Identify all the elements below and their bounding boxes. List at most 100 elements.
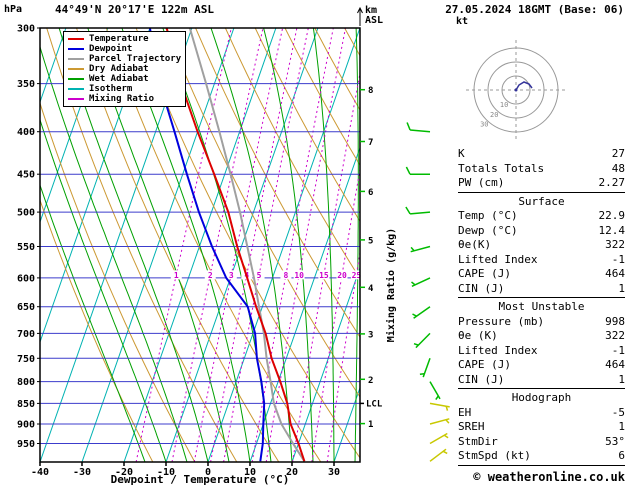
svg-text:800: 800 [17,377,35,388]
stat-label: Temp (°C) [458,209,518,222]
stat-label: Pressure (mb) [458,314,545,328]
wet-adiabat-lines [40,28,359,462]
legend: Temperature Dewpoint Parcel Trajectory D… [63,31,187,107]
legend-item-label: Parcel Trajectory [89,54,182,64]
svg-text:-30: -30 [73,467,91,478]
stats-indices-section: K 27 Totals Totals 48 PW (cm) 2.27 [458,147,625,193]
legend-item-label: Mixing Ratio [89,94,155,104]
stat-row-eh: EH -5 [458,406,625,421]
stat-value: 1 [618,420,625,433]
stat-label: CIN (J) [458,281,505,295]
datetime-title: 27.05.2024 18GMT (Base: 06) [445,3,624,16]
stat-label: StmDir [458,434,498,448]
stat-row-sreh: SREH 1 [458,420,625,435]
stat-value: 322 [605,329,625,342]
svg-text:1: 1 [368,420,373,430]
svg-text:3: 3 [229,271,234,280]
mixing-ratio-axis-title: Mixing Ratio (g/kg) [385,228,397,342]
svg-text:8: 8 [284,271,289,280]
svg-text:700: 700 [17,329,35,340]
stat-row-totals-totals: Totals Totals 48 [458,162,625,177]
svg-text:1: 1 [174,271,179,280]
stat-value: 464 [605,267,625,280]
svg-text:600: 600 [17,273,35,284]
stat-value: 2.27 [598,176,626,189]
stat-row-mu-theta-e: θe (K) 322 [458,329,625,344]
svg-text:10: 10 [244,467,256,478]
dewpoint-line-swatch [68,48,84,50]
stat-value: 27 [611,147,625,160]
stats-most-unstable-section: Most Unstable Pressure (mb) 998 θe (K) 3… [458,300,625,389]
plot-frame [39,27,361,463]
svg-text:-20: -20 [115,467,133,478]
stat-row-mu-lifted-index: Lifted Index -1 [458,344,625,359]
svg-text:450: 450 [17,170,35,181]
svg-text:kt: kt [456,16,468,27]
stat-row-mu-pressure: Pressure (mb) 998 [458,315,625,330]
svg-text:3: 3 [368,330,373,340]
legend-item-parcel: Parcel Trajectory [68,54,181,64]
svg-text:950: 950 [17,439,35,450]
station-title: 44°49'N 20°17'E 122m ASL [55,3,214,16]
stat-row-surface-dewp: Dewp (°C) 12.4 [458,224,625,239]
temperature-curve [165,28,306,462]
svg-text:Dewpoint / Temperature (°C): Dewpoint / Temperature (°C) [111,473,290,486]
stat-label: Lifted Index [458,343,538,357]
stat-row-stmdir: StmDir 53° [458,435,625,450]
wet-adiabat-line-swatch [68,78,84,80]
stats-panel: K 27 Totals Totals 48 PW (cm) 2.27 Surfa… [458,147,625,468]
stat-label: Dewp (°C) [458,223,518,237]
stat-label: θe (K) [458,329,498,342]
stat-label: θe(K) [458,238,492,251]
svg-text:550: 550 [17,242,35,253]
svg-text:850: 850 [17,399,35,410]
svg-text:LCL: LCL [366,399,383,409]
stat-value: -1 [611,343,625,357]
pressure-axis-unit: hPa [4,4,23,15]
temperature-line-swatch [68,38,84,40]
stat-label: SREH [458,420,485,433]
mixing-ratio-labels: 1 2 3 4 5 8 10 15 20 25 [170,270,362,280]
svg-text:15: 15 [319,271,329,280]
hodograph-section-header: Hodograph [511,391,572,404]
stat-row-surface-cape: CAPE (J) 464 [458,267,625,282]
stat-row-surface-cin: CIN (J) 1 [458,282,625,297]
parcel-line-swatch [68,58,84,60]
pressure-axis-labels: 300 350 400 450 500 550 600 650 700 750 800 850 900 9… [17,24,40,450]
svg-text:30: 30 [328,467,340,478]
stats-surface-section: Surface Temp (°C) 22.9 Dewp (°C) 12.4 θe… [458,195,625,298]
stat-row-surface-temp: Temp (°C) 22.9 [458,209,625,224]
stats-hodograph-section: Hodograph EH -5 SREH 1 StmDir 53° StmSpd… [458,391,625,466]
svg-text:7: 7 [368,138,373,148]
svg-text:500: 500 [17,208,35,219]
legend-item-dry-adiabat: Dry Adiabat [68,64,181,74]
svg-text:km: km [365,5,377,16]
temperature-axis: -40 -30 -20 -10 0 10 20 30 Dewpoint / Temperatur… [31,462,340,486]
stat-value: 53° [605,434,625,448]
copyright: © weatheronline.co.uk [473,470,625,484]
svg-text:2: 2 [368,376,373,386]
svg-text:-10: -10 [157,467,175,478]
dewpoint-curve [148,28,266,462]
stat-label: CAPE (J) [458,267,511,280]
stat-row-surface-theta-e: θe(K) 322 [458,238,625,253]
legend-item-label: Dewpoint [89,44,133,54]
svg-text:4: 4 [368,284,374,294]
stat-label: CIN (J) [458,372,505,386]
legend-item-mixing-ratio: Mixing Ratio [68,94,181,104]
stat-value: 12.4 [598,223,626,237]
svg-text:6: 6 [368,188,373,198]
stat-label: CAPE (J) [458,358,511,371]
most-unstable-section-header: Most Unstable [498,300,585,313]
stat-row-pw: PW (cm) 2.27 [458,176,625,191]
stat-label: PW (cm) [458,176,505,189]
legend-item-isotherm: Isotherm [68,84,181,94]
legend-item-label: Temperature [89,34,149,44]
svg-text:20: 20 [337,271,347,280]
stat-label: K [458,147,465,160]
stat-value: -1 [611,252,625,266]
legend-item-label: Isotherm [89,84,133,94]
stat-row-mu-cin: CIN (J) 1 [458,373,625,388]
